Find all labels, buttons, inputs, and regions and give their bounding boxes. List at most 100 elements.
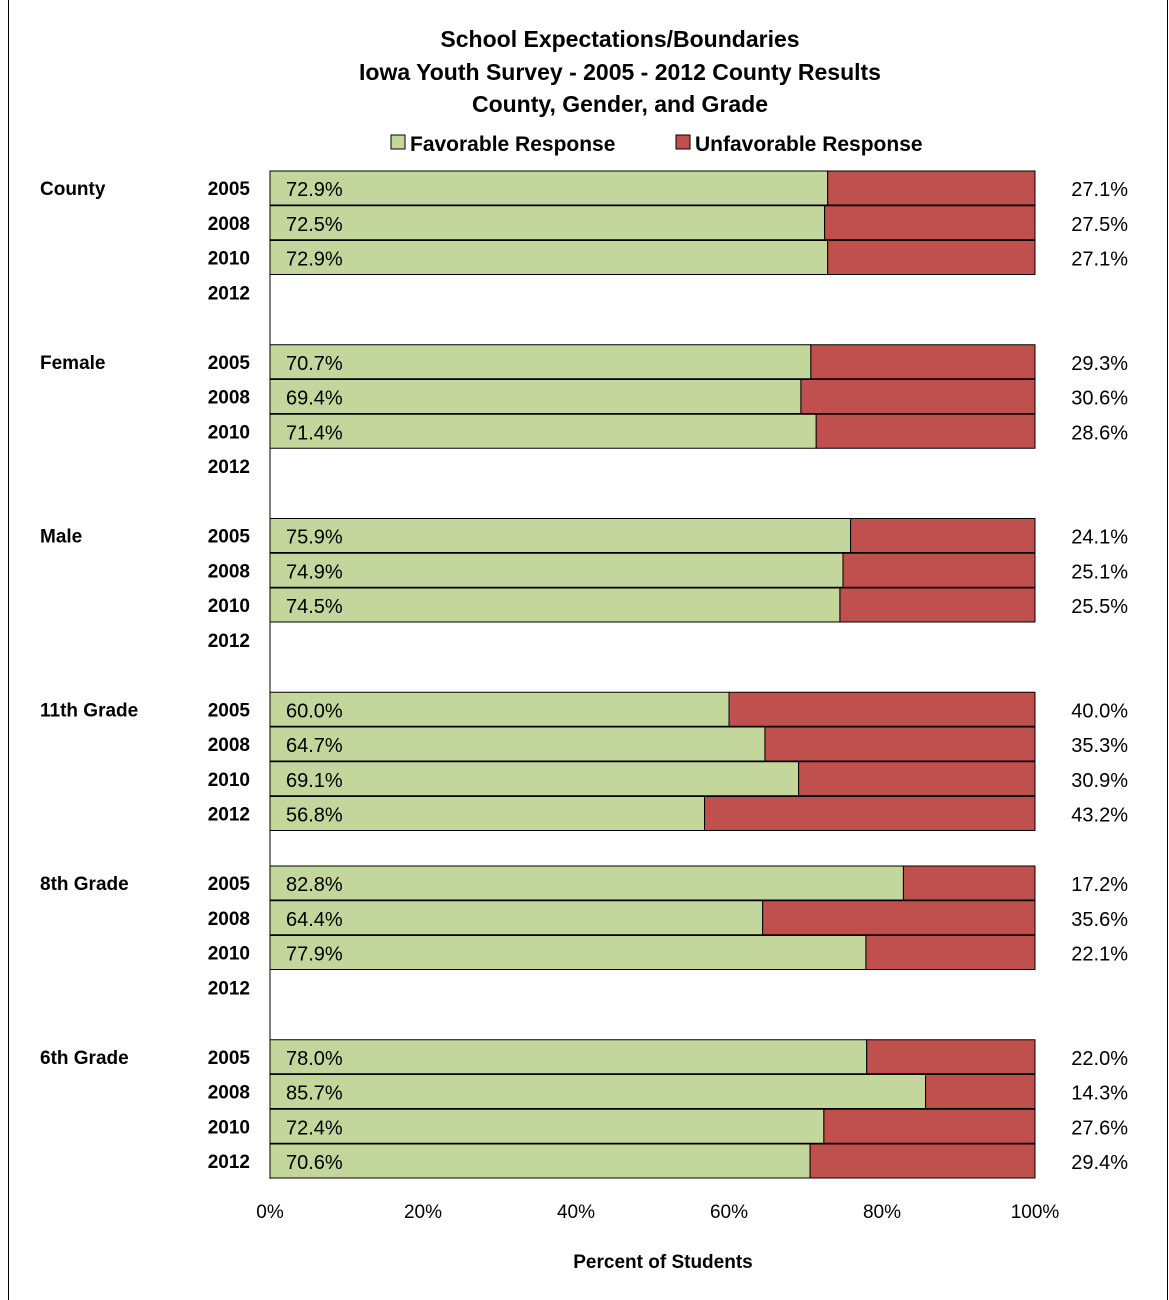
data-label-unfavorable: 27.1% — [1071, 249, 1128, 271]
data-label-favorable: 85.7% — [286, 1083, 343, 1105]
bar-unfavorable — [800, 379, 1036, 414]
bar-favorable — [269, 865, 904, 901]
year-label: 2005 — [208, 353, 251, 374]
data-label-favorable: 74.5% — [286, 596, 343, 618]
bar-unfavorable — [728, 691, 1036, 727]
data-label-unfavorable: 35.3% — [1071, 735, 1128, 757]
bar-favorable — [269, 761, 800, 797]
bar-favorable — [269, 518, 852, 553]
group-label: 6th Grade — [40, 1048, 129, 1069]
bar-unfavorable — [824, 205, 1036, 241]
bar-favorable — [269, 1143, 811, 1179]
year-label: 2010 — [208, 422, 250, 443]
bar-favorable — [269, 935, 867, 970]
x-axis-label: Percent of Students — [573, 1252, 752, 1273]
bar-unfavorable — [810, 344, 1036, 380]
bar-unfavorable — [925, 1074, 1036, 1109]
year-label: 2008 — [208, 1083, 250, 1104]
data-label-favorable: 69.1% — [286, 770, 343, 792]
bar-favorable — [269, 691, 730, 727]
chart-title: School Expectations/Boundaries Iowa Yout… — [359, 26, 881, 117]
x-tick-label: 20% — [404, 1202, 442, 1223]
group-label: 11th Grade — [40, 700, 138, 721]
data-label-unfavorable: 29.4% — [1071, 1152, 1128, 1174]
legend-label-unfavorable: Unfavorable Response — [695, 133, 923, 156]
bar-favorable — [269, 240, 829, 275]
chart-title-line-2: Iowa Youth Survey - 2005 - 2012 County R… — [359, 59, 881, 85]
bar-favorable — [269, 1108, 825, 1144]
data-label-unfavorable: 25.5% — [1071, 596, 1128, 618]
bar-favorable — [269, 552, 844, 588]
year-label: 2005 — [208, 179, 251, 200]
bar-unfavorable — [865, 935, 1036, 970]
bar-unfavorable — [827, 240, 1036, 275]
data-label-favorable: 72.9% — [286, 249, 343, 271]
group-label: Female — [40, 353, 105, 374]
data-label-favorable: 74.9% — [286, 561, 343, 583]
data-label-favorable: 72.5% — [286, 214, 343, 236]
bar-favorable — [269, 413, 817, 449]
year-label: 2012 — [208, 457, 250, 478]
year-label: 2008 — [208, 214, 250, 235]
data-label-unfavorable: 40.0% — [1071, 700, 1128, 722]
bar-favorable — [269, 796, 706, 831]
year-label: 2005 — [208, 874, 251, 895]
x-tick-label: 40% — [557, 1202, 595, 1223]
data-label-unfavorable: 28.6% — [1071, 422, 1128, 444]
data-label-unfavorable: 17.2% — [1071, 874, 1128, 896]
year-label: 2010 — [208, 944, 250, 965]
data-label-favorable: 77.9% — [286, 944, 343, 966]
bar-favorable — [269, 726, 766, 762]
data-label-unfavorable: 29.3% — [1071, 353, 1128, 375]
legend-swatch-unfavorable — [675, 134, 691, 150]
year-label: 2005 — [208, 1048, 251, 1069]
data-label-unfavorable: 27.6% — [1071, 1117, 1128, 1139]
data-label-unfavorable: 43.2% — [1071, 805, 1128, 827]
x-tick-label: 0% — [256, 1202, 284, 1223]
bar-favorable — [269, 379, 802, 414]
bar-favorable — [269, 1074, 927, 1109]
x-tick-label: 80% — [863, 1202, 901, 1223]
data-label-unfavorable: 25.1% — [1071, 561, 1128, 583]
data-label-unfavorable: 30.6% — [1071, 388, 1128, 410]
data-label-favorable: 70.6% — [286, 1152, 343, 1174]
year-label: 2010 — [208, 1117, 250, 1138]
x-tick-label: 60% — [710, 1202, 748, 1223]
bar-favorable — [269, 170, 829, 206]
year-label: 2005 — [208, 700, 251, 721]
data-label-favorable: 70.7% — [286, 353, 343, 375]
data-label-favorable: 56.8% — [286, 805, 343, 827]
year-label: 2010 — [208, 770, 250, 791]
bar-unfavorable — [827, 170, 1036, 206]
chart-title-line-3: County, Gender, and Grade — [472, 91, 768, 117]
data-label-unfavorable: 27.5% — [1071, 214, 1128, 236]
bar-unfavorable — [902, 865, 1036, 901]
legend: Favorable Response Unfavorable Response — [390, 133, 923, 156]
data-label-unfavorable: 14.3% — [1071, 1083, 1128, 1105]
group-label: Male — [40, 527, 82, 548]
data-label-favorable: 64.7% — [286, 735, 343, 757]
data-label-favorable: 75.9% — [286, 527, 343, 549]
data-label-unfavorable: 22.1% — [1071, 944, 1128, 966]
bar-unfavorable — [839, 587, 1036, 623]
data-label-favorable: 72.9% — [286, 179, 343, 201]
bar-favorable — [269, 587, 841, 623]
year-label: 2008 — [208, 561, 250, 582]
data-label-favorable: 78.0% — [286, 1048, 343, 1070]
year-label: 2010 — [208, 596, 250, 617]
data-label-favorable: 72.4% — [286, 1117, 343, 1139]
data-label-unfavorable: 24.1% — [1071, 527, 1128, 549]
year-label: 2012 — [208, 1152, 250, 1173]
bar-unfavorable — [704, 796, 1036, 831]
data-label-favorable: 64.4% — [286, 909, 343, 931]
chart-title-line-1: School Expectations/Boundaries — [440, 26, 799, 52]
data-label-favorable: 69.4% — [286, 388, 343, 410]
group-label: County — [40, 179, 106, 200]
bar-unfavorable — [850, 518, 1036, 553]
bar-favorable — [269, 1039, 868, 1075]
data-label-unfavorable: 35.6% — [1071, 909, 1128, 931]
group-label: 8th Grade — [40, 874, 129, 895]
year-label: 2012 — [208, 978, 250, 999]
chart-frame — [8, 0, 1168, 1300]
